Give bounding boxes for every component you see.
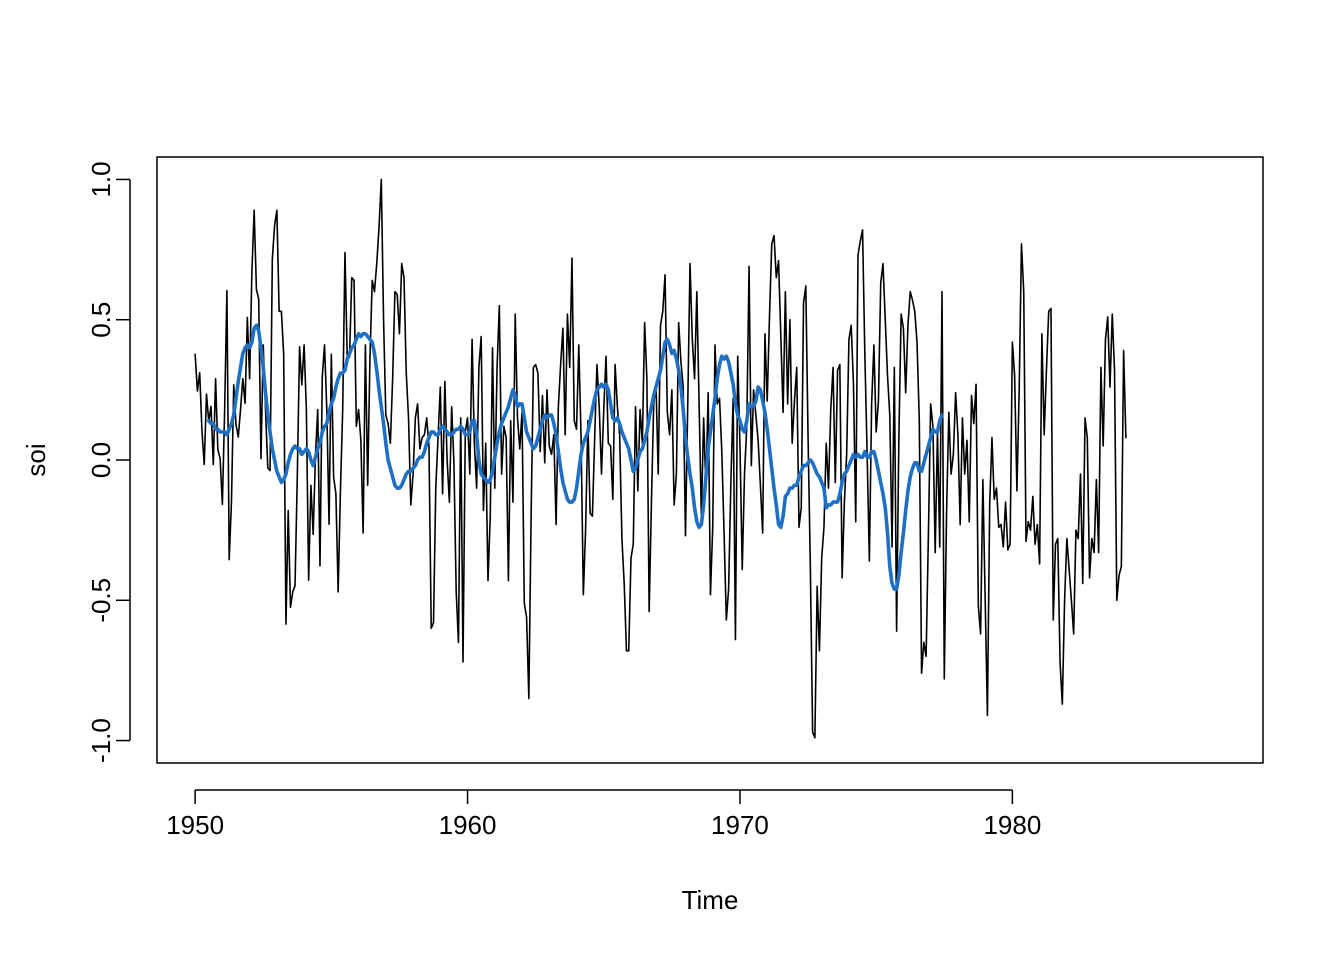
y-axis: -1.0 -0.5 0.0 0.5 1.0	[86, 161, 131, 763]
x-tick-label: 1970	[711, 810, 769, 840]
y-axis-title: soi	[21, 443, 51, 476]
raw-series-line	[194, 178, 1127, 739]
y-tick-label: 0.5	[86, 302, 116, 338]
plot-frame	[156, 156, 1264, 764]
x-axis: 1950 1960 1970 1980	[166, 789, 1041, 840]
y-tick-label: -0.5	[86, 578, 116, 623]
smoothed-series-line	[206, 323, 944, 591]
y-tick-label: 0.0	[86, 442, 116, 478]
x-axis-title: Time	[682, 885, 739, 915]
x-tick-label: 1960	[439, 810, 497, 840]
x-tick-label: 1950	[166, 810, 224, 840]
y-tick-label: 1.0	[86, 161, 116, 197]
y-tick-label: -1.0	[86, 718, 116, 763]
series-layer	[194, 178, 1127, 739]
x-tick-label: 1980	[983, 810, 1041, 840]
